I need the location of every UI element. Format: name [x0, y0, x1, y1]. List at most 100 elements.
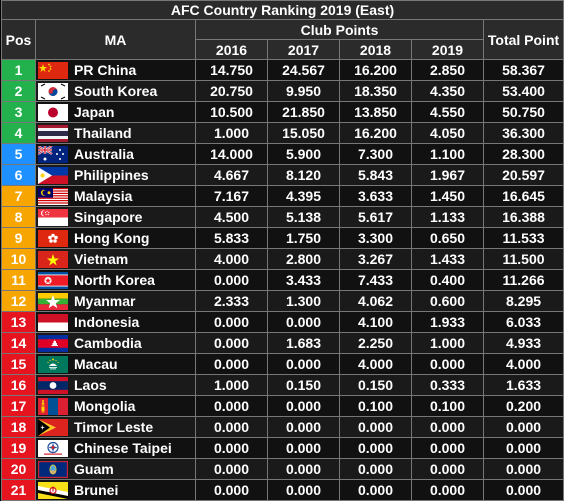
south-korea-flag-icon: [38, 82, 68, 100]
total-points: 4.000: [482, 353, 564, 375]
year-header-2018: 2018: [339, 39, 412, 60]
table-row: 3 Japan 10.500 21.850 13.850 4.550 50.750: [1, 101, 564, 123]
member-association: Philippines: [35, 164, 196, 186]
points-2016: 4.667: [195, 164, 268, 186]
year-header-2019: 2019: [411, 39, 484, 60]
points-2017: 0.000: [267, 416, 340, 438]
points-2019: 0.000: [411, 416, 484, 438]
timor-leste-flag-icon: [38, 418, 68, 436]
north-korea-flag-icon: [38, 271, 68, 289]
points-2016: 14.000: [195, 143, 268, 165]
table-row: 18 Timor Leste 0.000 0.000 0.000 0.000 0.000: [1, 416, 564, 438]
points-2017: 15.050: [267, 122, 340, 144]
points-2018: 0.100: [339, 395, 412, 417]
points-2016: 0.000: [195, 353, 268, 375]
member-association: Chinese Taipei: [35, 437, 196, 459]
thailand-flag-icon: [38, 124, 68, 142]
member-association-name: Malaysia: [74, 188, 133, 204]
member-association-cell: South Korea: [37, 82, 195, 101]
rank-position: 17: [1, 395, 36, 417]
member-association: Timor Leste: [35, 416, 196, 438]
member-association: Japan: [35, 101, 196, 123]
points-2018: 0.000: [339, 437, 412, 459]
table-row: 19 Chinese Taipei 0.000 0.000 0.000 0.000 0.00…: [1, 437, 564, 459]
points-2019: 1.450: [411, 185, 484, 207]
points-2016: 1.000: [195, 122, 268, 144]
member-association: Brunei: [35, 479, 196, 501]
total-points: 0.000: [482, 479, 564, 501]
points-2016: 10.500: [195, 101, 268, 123]
member-association-cell: Macau: [37, 355, 195, 374]
rank-position: 20: [1, 458, 36, 480]
points-2019: 1.133: [411, 206, 484, 228]
club-points-header: Club Points: [195, 19, 484, 40]
table-row: 10 Vietnam 4.000 2.800 3.267 1.433 11.500: [1, 248, 564, 270]
member-association: Laos: [35, 374, 196, 396]
points-2018: 16.200: [339, 59, 412, 81]
member-association-cell: Japan: [37, 103, 195, 122]
total-points: 0.200: [482, 395, 564, 417]
chinese-taipei-flag-icon: [38, 439, 68, 457]
points-2019: 0.000: [411, 458, 484, 480]
total-points: 16.388: [482, 206, 564, 228]
points-2017: 1.300: [267, 290, 340, 312]
member-association: Hong Kong: [35, 227, 196, 249]
points-2017: 5.138: [267, 206, 340, 228]
member-association: PR China: [35, 59, 196, 81]
member-association: Indonesia: [35, 311, 196, 333]
points-2018: 7.433: [339, 269, 412, 291]
points-2017: 0.000: [267, 437, 340, 459]
year-header-2017: 2017: [267, 39, 340, 60]
points-2017: 1.683: [267, 332, 340, 354]
table-row: 12 Myanmar 2.333 1.300 4.062 0.600 8.295: [1, 290, 564, 312]
points-2018: 0.000: [339, 416, 412, 438]
total-points: 4.933: [482, 332, 564, 354]
member-association: Myanmar: [35, 290, 196, 312]
points-2018: 0.000: [339, 479, 412, 501]
mongolia-flag-icon: [38, 397, 68, 415]
points-2016: 4.500: [195, 206, 268, 228]
table-row: 16 Laos 1.000 0.150 0.150 0.333 1.633: [1, 374, 564, 396]
member-association-name: Myanmar: [74, 293, 136, 309]
rank-position: 6: [1, 164, 36, 186]
rank-position: 11: [1, 269, 36, 291]
points-2019: 0.000: [411, 353, 484, 375]
member-association-name: Chinese Taipei: [74, 440, 172, 456]
points-2019: 0.650: [411, 227, 484, 249]
member-association-cell: Myanmar: [37, 292, 195, 311]
member-association-name: Timor Leste: [74, 419, 154, 435]
total-points: 16.645: [482, 185, 564, 207]
table-row: 1 PR China 14.750 24.567 16.200 2.850 58.367: [1, 59, 564, 81]
member-association: Guam: [35, 458, 196, 480]
rank-position: 13: [1, 311, 36, 333]
member-association: Mongolia: [35, 395, 196, 417]
rank-position: 15: [1, 353, 36, 375]
member-association: Cambodia: [35, 332, 196, 354]
points-2019: 0.333: [411, 374, 484, 396]
points-2019: 0.600: [411, 290, 484, 312]
points-2019: 1.100: [411, 143, 484, 165]
member-association: Thailand: [35, 122, 196, 144]
member-association-cell: Indonesia: [37, 313, 195, 332]
member-association-cell: Chinese Taipei: [37, 439, 195, 458]
member-association-name: Indonesia: [74, 314, 140, 330]
member-association-name: Thailand: [74, 125, 132, 141]
table-row: 6 Philippines 4.667 8.120 5.843 1.967 20.597: [1, 164, 564, 186]
points-2018: 4.062: [339, 290, 412, 312]
member-association-cell: Philippines: [37, 166, 195, 185]
laos-flag-icon: [38, 376, 68, 394]
points-2017: 4.395: [267, 185, 340, 207]
total-points: 53.400: [482, 80, 564, 102]
points-2017: 2.800: [267, 248, 340, 270]
member-association-name: Mongolia: [74, 398, 136, 414]
member-association-cell: Timor Leste: [37, 418, 195, 437]
points-2016: 0.000: [195, 479, 268, 501]
points-2019: 4.350: [411, 80, 484, 102]
total-points: 58.367: [482, 59, 564, 81]
member-association-cell: Brunei: [37, 481, 195, 500]
rank-position: 3: [1, 101, 36, 123]
rank-position: 1: [1, 59, 36, 81]
member-association-name: Cambodia: [74, 335, 142, 351]
points-2018: 5.617: [339, 206, 412, 228]
